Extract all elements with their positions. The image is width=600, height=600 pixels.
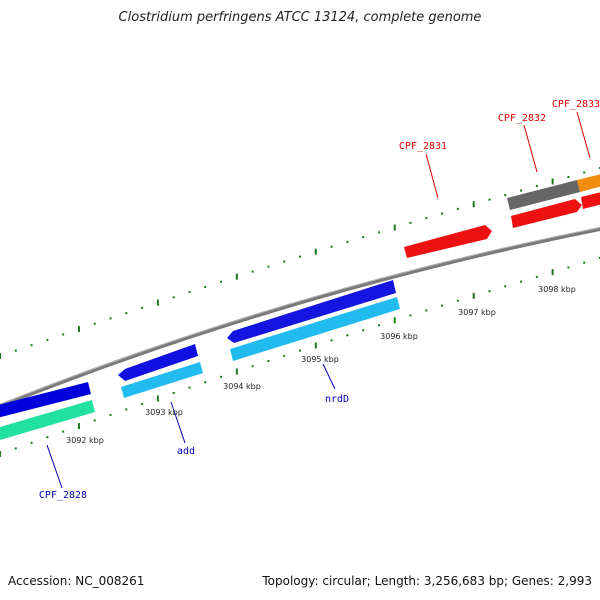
scale-label-3092: 3092 kbp: [66, 436, 104, 445]
scale-label-3095: 3095 kbp: [301, 355, 339, 364]
gene-cpf2833-cds[interactable]: [581, 190, 600, 209]
callout-cpf2828: [46, 444, 63, 489]
gene-cpf2832-gene[interactable]: [507, 180, 580, 210]
gene-nrdD-gene[interactable]: [230, 297, 400, 361]
gene-cpf2833-gene[interactable]: [577, 172, 600, 192]
gene-cpf2828-gene[interactable]: [0, 400, 95, 442]
callout-cpf2832: [523, 124, 538, 173]
callout-add: [170, 401, 186, 444]
gene-add-cds[interactable]: [118, 344, 198, 381]
gene-label-nrdD[interactable]: nrdD: [325, 394, 349, 405]
scale-label-3097: 3097 kbp: [458, 308, 496, 317]
map-title: Clostridium perfringens ATCC 13124, comp…: [118, 10, 482, 25]
callout-cpf2831: [425, 153, 439, 199]
gene-cpf2828-cds[interactable]: [0, 382, 91, 419]
scale-label-3094: 3094 kbp: [223, 382, 261, 391]
genome-backbone: [0, 226, 600, 409]
genome-backbone-highlight: [0, 226, 600, 405]
gene-add-gene[interactable]: [121, 362, 203, 398]
gene-cpf2831-cds[interactable]: [404, 225, 492, 258]
scale-label-3096: 3096 kbp: [380, 332, 418, 341]
accession-text: Accession: NC_008261: [8, 574, 145, 588]
genome-summary-text: Topology: circular; Length: 3,256,683 bp…: [262, 574, 592, 588]
gene-label-cpf2828[interactable]: CPF_2828: [39, 490, 87, 501]
gene-label-cpf2831[interactable]: CPF_2831: [399, 141, 447, 152]
tick-marks: [0, 167, 600, 457]
scale-label-3098: 3098 kbp: [538, 285, 576, 294]
callout-nrdD: [322, 363, 336, 390]
gene-nrdD-cds[interactable]: [227, 280, 396, 343]
gene-label-add[interactable]: add: [177, 446, 195, 457]
gene-label-cpf2833[interactable]: CPF_2833: [552, 99, 600, 110]
scale-label-3093: 3093 kbp: [145, 408, 183, 417]
gene-cpf2832-cds[interactable]: [511, 199, 582, 228]
gene-label-cpf2832[interactable]: CPF_2832: [498, 113, 546, 124]
callout-cpf2833: [576, 111, 591, 159]
